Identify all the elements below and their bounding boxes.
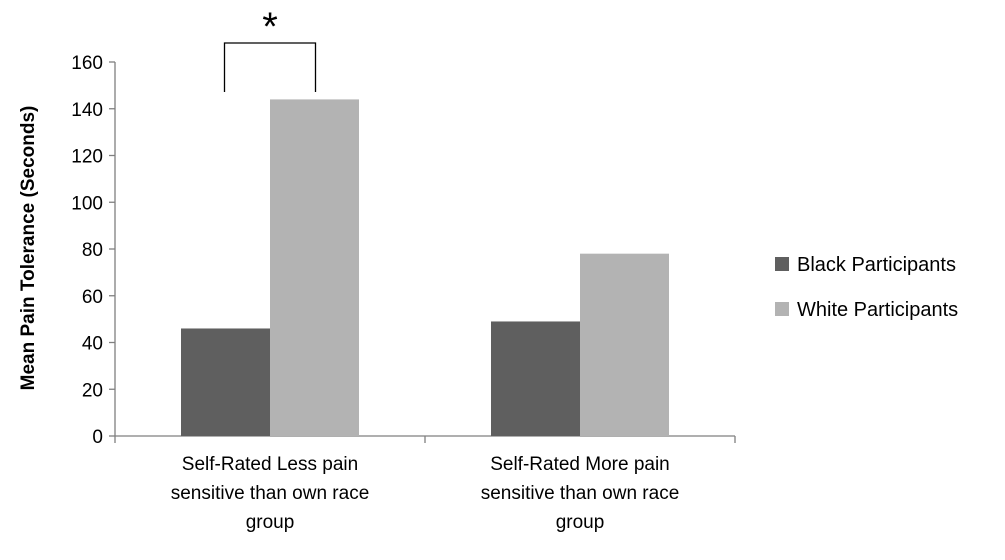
y-tick-label: 0 (92, 427, 103, 448)
y-tick-label: 120 (71, 147, 103, 168)
category-labels: Self-Rated Less pain sensitive than own r… (171, 454, 680, 533)
bar-white-participants-0 (270, 99, 359, 437)
bar-white-participants-1 (580, 253, 669, 436)
y-tick-label: 80 (82, 240, 103, 261)
y-tick-label: 100 (71, 193, 103, 214)
y-axis: 0 20 40 60 80 100 120 140 160 (71, 53, 116, 448)
x-tick-label: Self-Rated More pain sensitive than own r… (481, 454, 680, 533)
significance-annotation: * (223, 5, 317, 92)
y-tick-label: 20 (82, 380, 103, 401)
y-tick-label: 160 (71, 53, 103, 74)
legend-label: Black Participants (797, 254, 956, 276)
y-axis-title: Mean Pain Tolerance (Seconds) (18, 106, 39, 391)
y-tick-label: 40 (82, 334, 103, 355)
legend-label: White Participants (797, 299, 958, 321)
bar-black-participants-0 (181, 328, 270, 436)
x-axis (114, 435, 736, 443)
y-tick-label: 140 (71, 100, 103, 121)
legend-swatch (775, 302, 789, 316)
bars (181, 99, 669, 437)
x-tick-label: Self-Rated Less pain sensitive than own r… (171, 454, 370, 533)
significance-star: * (262, 5, 278, 49)
bar-black-participants-1 (491, 321, 580, 436)
significance-bracket (223, 42, 317, 92)
legend-swatch (775, 257, 789, 271)
y-tick-label: 60 (82, 287, 103, 308)
legend: Black Participants White Participants (775, 254, 958, 321)
